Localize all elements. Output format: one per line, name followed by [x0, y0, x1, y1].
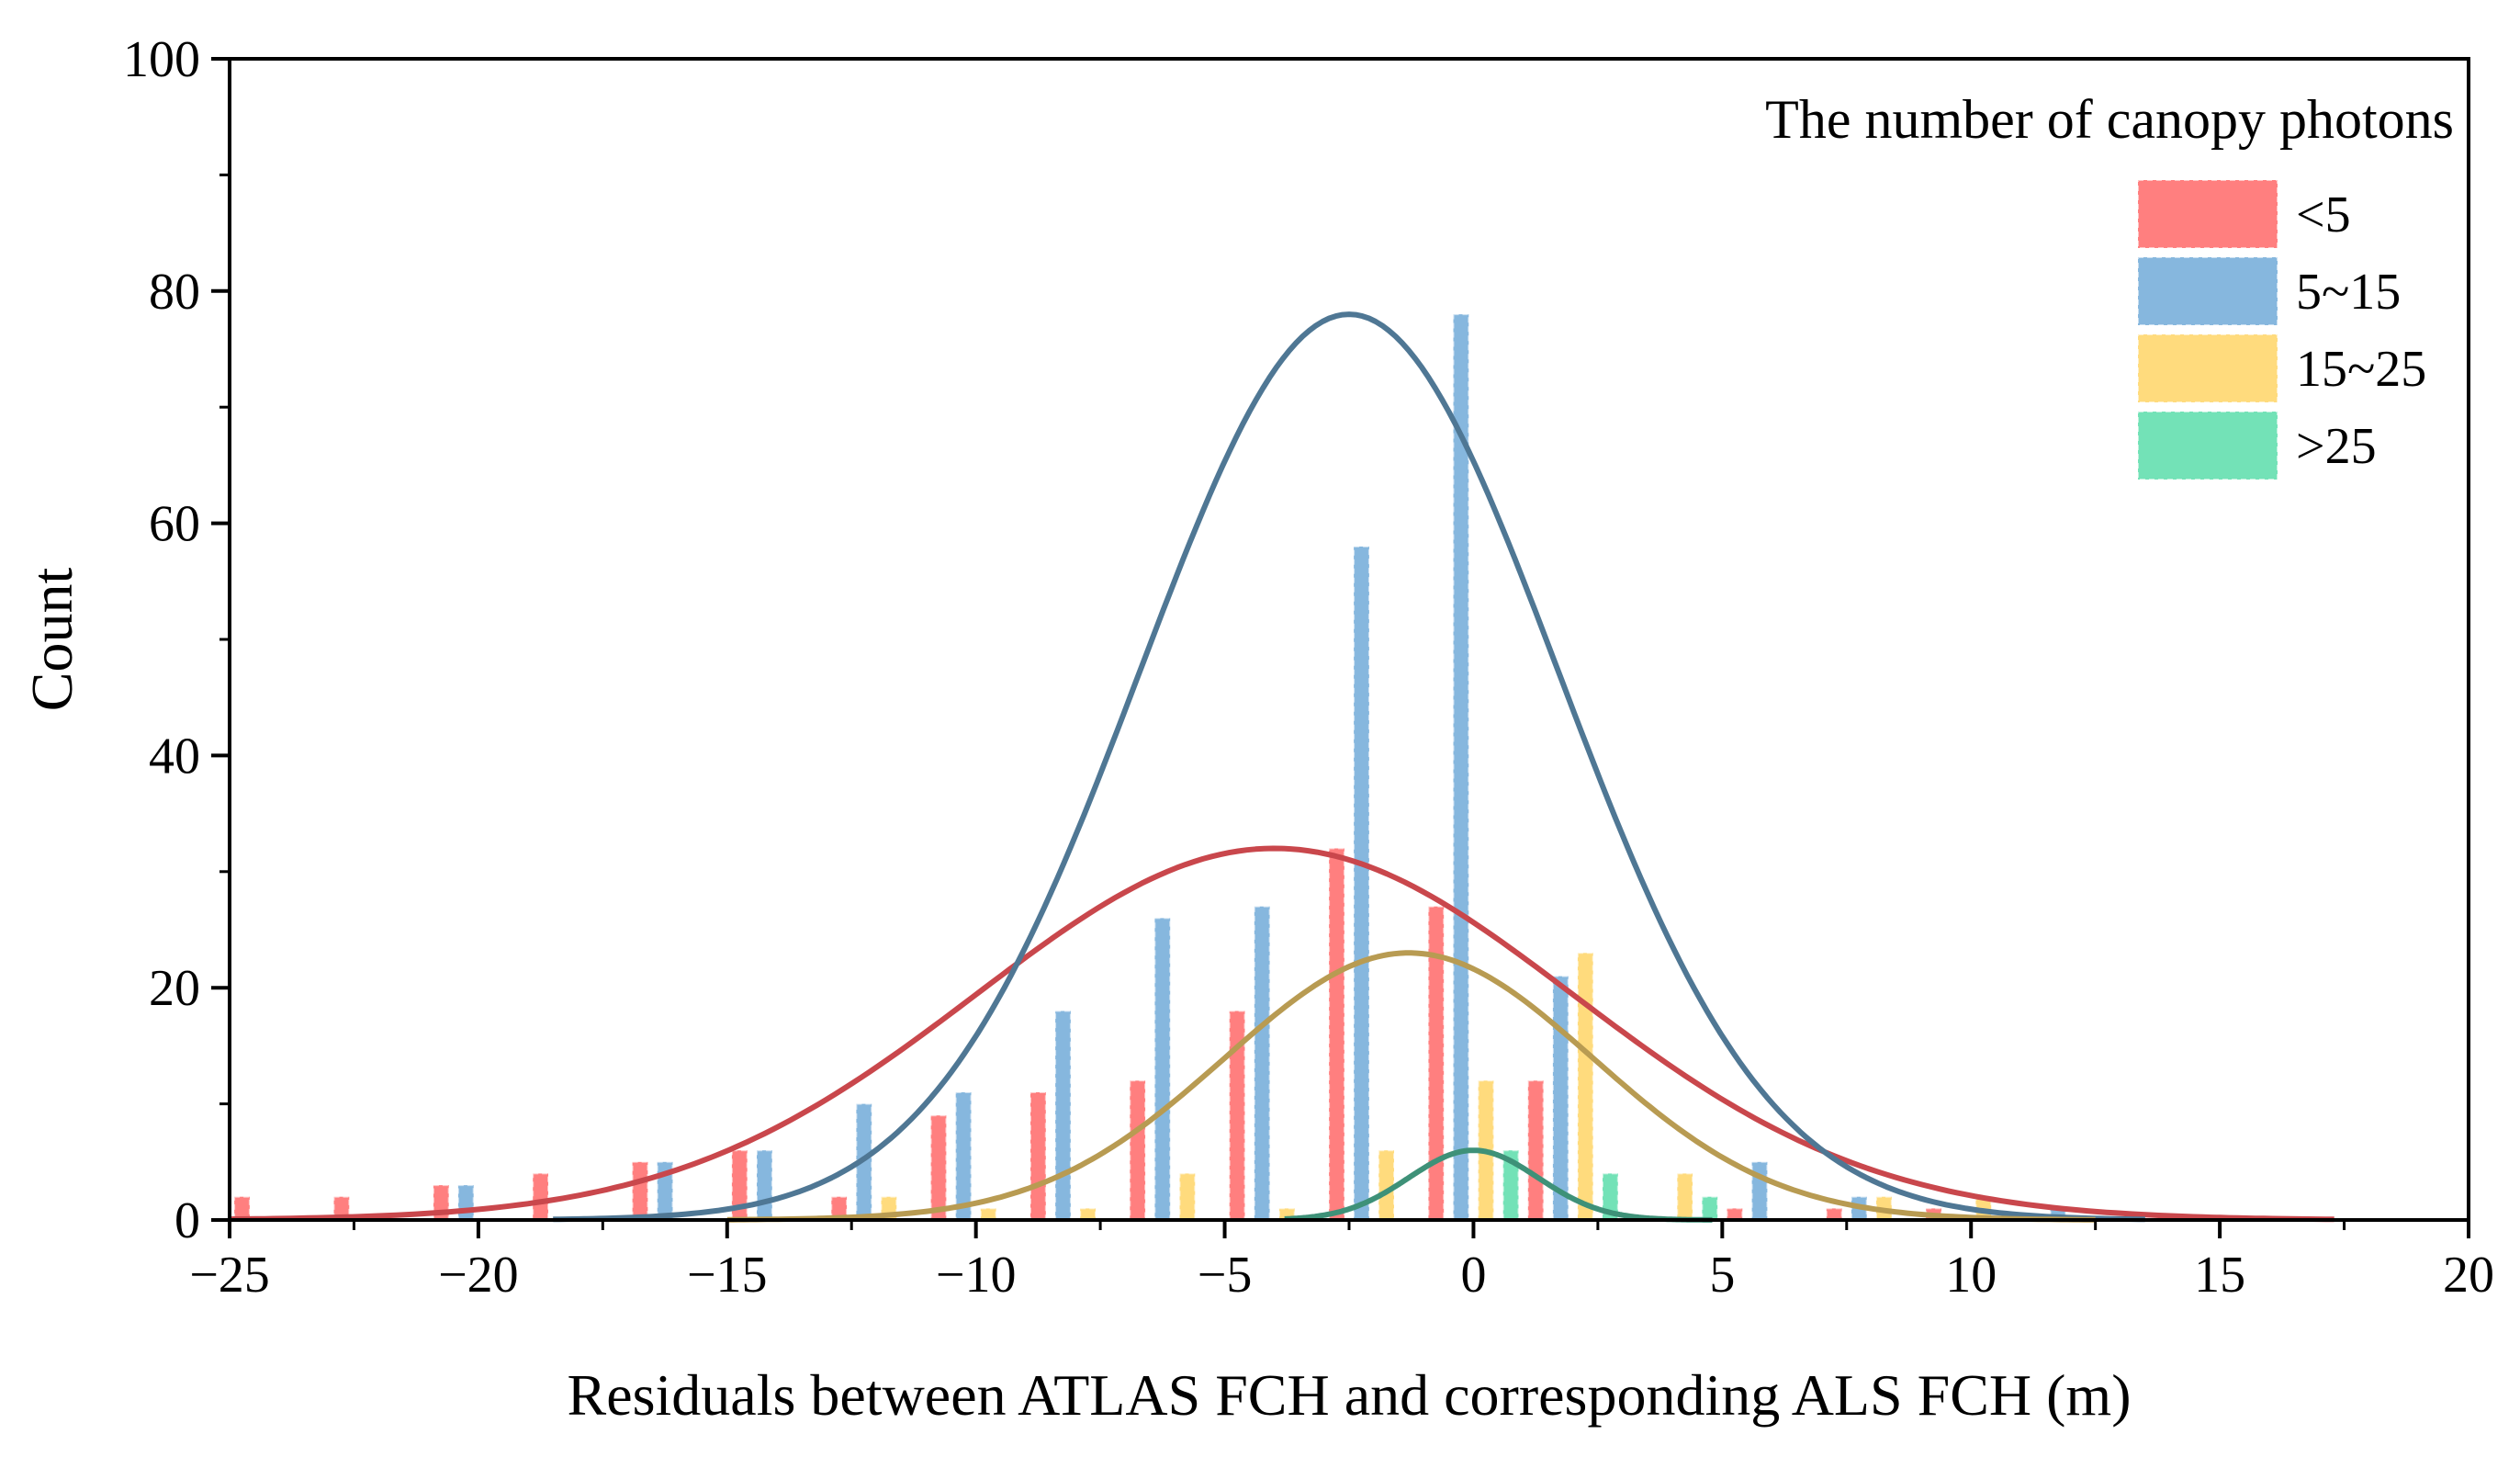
- bar-5to15-bin--2: [1353, 545, 1370, 1221]
- legend-label-gt25: >25: [2296, 418, 2377, 475]
- y-tick-label: 20: [149, 960, 200, 1017]
- y-tick-label: 60: [149, 496, 200, 553]
- bar-15to25-bin-4: [1676, 1172, 1694, 1222]
- bar-lt5-bin-8: [1825, 1207, 1843, 1222]
- bar-5to15-bin--20: [456, 1184, 475, 1221]
- legend-swatch-15to25: [2137, 333, 2278, 403]
- legend-swatch-gt25: [2137, 411, 2278, 480]
- x-tick-label: 0: [1460, 1247, 1486, 1304]
- bar-15to25-bin--10: [979, 1207, 997, 1222]
- legend-label-lt5: <5: [2296, 186, 2351, 243]
- fit-curves-layer: [229, 311, 2334, 1223]
- bar-lt5-bin--8: [1029, 1091, 1047, 1221]
- bar-15to25-bin-2: [1576, 952, 1594, 1222]
- bar-lt5-bin-6: [1726, 1207, 1744, 1222]
- bar-5to15-bin-6: [1750, 1160, 1769, 1222]
- legend-swatch-lt5: [2137, 179, 2278, 249]
- fit-curve-15to25: [726, 950, 2096, 1223]
- bar-15to25-bin--2: [1378, 1149, 1395, 1221]
- bar-15to25-bin--6: [1178, 1172, 1197, 1222]
- bar-lt5-bin-2: [1526, 1079, 1545, 1222]
- x-axis-title: Residuals between ATLAS FCH and correspo…: [568, 1362, 2132, 1428]
- y-axis-title: Count: [19, 568, 84, 712]
- y-tick-label: 100: [123, 31, 200, 88]
- bar-5to15-bin--14: [756, 1149, 773, 1221]
- bar-lt5-bin--2: [1328, 847, 1345, 1221]
- x-tick-label: 10: [1945, 1247, 1997, 1304]
- fit-curve-lt5: [229, 845, 2334, 1223]
- bar-5to15-bin--6: [1153, 917, 1172, 1222]
- bar-15to25-bin--8: [1079, 1207, 1097, 1222]
- bar-5to15-bin--8: [1054, 1010, 1072, 1221]
- x-tick-label: 20: [2443, 1247, 2494, 1304]
- fit-curve-gt25: [1283, 1147, 1714, 1223]
- x-tick-label: 5: [1709, 1247, 1735, 1304]
- bar-gt25-bin-4: [1701, 1195, 1719, 1221]
- x-tick-label: −20: [438, 1247, 519, 1304]
- bar-5to15-bin-2: [1551, 975, 1569, 1221]
- legend: <5 5~15 15~25 >25: [2137, 179, 2426, 480]
- bar-lt5-bin--16: [631, 1160, 649, 1222]
- x-tick-label: −10: [936, 1247, 1017, 1304]
- bar-lt5-bin-0: [1427, 905, 1446, 1221]
- x-tick-label: −15: [687, 1247, 768, 1304]
- legend-title: The number of canopy photons: [1765, 89, 2454, 150]
- legend-swatch-5to15: [2137, 256, 2278, 326]
- plot-frame: [228, 57, 2470, 1222]
- bar-lt5-bin--18: [532, 1172, 550, 1222]
- y-tick-label: 80: [149, 264, 200, 321]
- legend-label-5to15: 5~15: [2296, 264, 2401, 321]
- legend-label-15to25: 15~25: [2296, 341, 2426, 398]
- y-axis-ticks: 0 20 40 60 80 100: [123, 31, 230, 1249]
- x-axis-ticks: −25 −20 −15 −10 −5 0 5 10 15 20: [189, 1220, 2494, 1304]
- y-tick-label: 40: [149, 728, 200, 785]
- x-tick-label: −5: [1198, 1247, 1253, 1304]
- y-tick-label: 0: [174, 1192, 200, 1249]
- bar-lt5-bin--6: [1129, 1079, 1147, 1222]
- bar-lt5-bin--10: [929, 1114, 948, 1221]
- bars-layer: [233, 313, 2067, 1222]
- fit-curve-5to15: [553, 311, 2145, 1223]
- bar-5to15-bin--4: [1253, 905, 1271, 1221]
- bar-5to15-bin--10: [954, 1091, 973, 1221]
- x-tick-label: −25: [189, 1247, 270, 1304]
- x-tick-label: 15: [2194, 1247, 2245, 1304]
